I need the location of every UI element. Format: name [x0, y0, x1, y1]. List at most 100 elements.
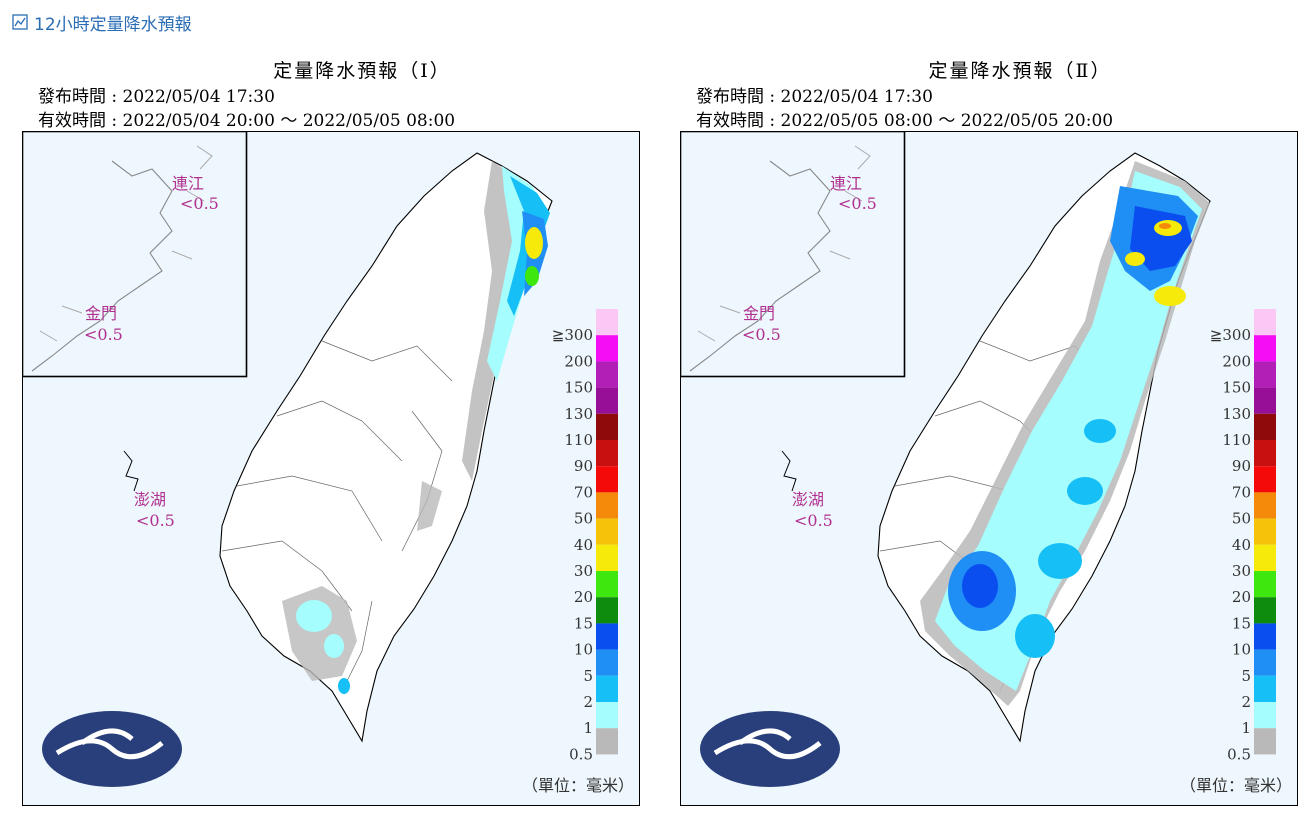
rainfall-shading [282, 161, 550, 694]
legend-tick-label: 5 [583, 667, 593, 685]
island-name-lienchiang: 連江 [172, 174, 204, 193]
forecast-panel-2: 定量降水預報（Ⅱ） 發布時間 : 2022/05/04 17:30 有效時間 :… [670, 56, 1308, 812]
legend-tick-label: 30 [574, 562, 593, 580]
legend-swatch [1254, 518, 1276, 545]
map-title: 定量降水預報（Ⅰ） [273, 60, 451, 82]
legend-tick-label: ≧300 [1210, 326, 1251, 344]
legend-tick-label: 0.5 [569, 745, 593, 763]
legend-swatch [1254, 702, 1276, 729]
china-coast [31, 160, 173, 372]
legend-swatch [1254, 649, 1276, 676]
cwb-logo [42, 711, 182, 787]
legend-tick-label: 90 [574, 457, 593, 475]
legend-swatch [596, 361, 618, 388]
legend-swatch [1254, 413, 1276, 440]
legend-tick-label: 5 [1241, 667, 1251, 685]
legend-tick-label: 0.5 [1227, 745, 1251, 763]
page-header: 12小時定量降水預報 [12, 10, 192, 35]
legend-tick-label: 20 [1232, 588, 1251, 606]
island-name-lienchiang: 連江 [830, 174, 862, 193]
legend-swatch [596, 702, 618, 729]
valid-time: 有效時間 : 2022/05/04 20:00 ～ 2022/05/05 08:… [38, 111, 456, 131]
page-title: 12小時定量降水預報 [34, 14, 192, 35]
rainfall-map: 連江 <0.5 金門 <0.5 澎湖 <0.5 [22, 131, 640, 806]
outlying-islands-inset [22, 131, 248, 378]
island-value-penghu: <0.5 [136, 511, 175, 530]
legend-tick-label: 110 [564, 431, 593, 449]
valid-time: 有效時間 : 2022/05/05 08:00 ～ 2022/05/05 20:… [696, 111, 1114, 131]
legend-swatch [596, 623, 618, 650]
island-value-kinmen: <0.5 [742, 325, 781, 344]
legend-swatch [1254, 675, 1276, 702]
legend-swatch [596, 492, 618, 519]
legend-swatch [1254, 387, 1276, 414]
legend-swatch [596, 675, 618, 702]
legend-swatch [1254, 597, 1276, 624]
island-name-kinmen: 金門 [85, 304, 117, 323]
legend-tick-label: 10 [1232, 641, 1251, 659]
legend-swatch [596, 728, 618, 755]
legend-swatch [1254, 492, 1276, 519]
legend-swatch [1254, 571, 1276, 598]
legend-swatch [1254, 544, 1276, 571]
penghu-outline [781, 450, 797, 492]
legend-tick-label: 2 [583, 693, 593, 711]
legend-swatch [596, 649, 618, 676]
rainfall-map: 連江 <0.5 金門 <0.5 澎湖 <0.5 [680, 131, 1298, 806]
island-value-penghu: <0.5 [794, 511, 833, 530]
legend-tick-label: 30 [1232, 562, 1251, 580]
island-value-lienchiang: <0.5 [180, 194, 219, 213]
legend-swatch [596, 440, 618, 467]
legend-swatch [596, 466, 618, 493]
rainfall-legend: ≧300 200 150 130 110 90 70 50 40 30 20 15 10 5 2 1 0.5 [552, 309, 618, 763]
unit-label: （單位：毫米） [522, 776, 634, 795]
legend-tick-label: 200 [1222, 352, 1251, 370]
legend-tick-label: 70 [574, 483, 593, 501]
legend-swatch [596, 518, 618, 545]
penghu-outline [123, 450, 139, 492]
legend-swatch [596, 597, 618, 624]
issue-time: 發布時間 : 2022/05/04 17:30 [696, 87, 933, 107]
legend-swatch [596, 335, 618, 362]
island-name-kinmen: 金門 [743, 304, 775, 323]
forecast-panel-1: 定量降水預報（Ⅰ） 發布時間 : 2022/05/04 17:30 有效時間 :… [12, 56, 652, 812]
legend-swatch [1254, 361, 1276, 388]
legend-swatch [1254, 309, 1276, 336]
legend-tick-label: 50 [574, 510, 593, 528]
legend-tick-label: 200 [564, 352, 593, 370]
legend-tick-label: 1 [1241, 719, 1251, 737]
legend-swatch [596, 544, 618, 571]
legend-tick-label: 1 [583, 719, 593, 737]
legend-tick-label: 130 [564, 405, 593, 423]
legend-swatch [596, 309, 618, 336]
legend-tick-label: 50 [1232, 510, 1251, 528]
legend-tick-label: 20 [574, 588, 593, 606]
legend-tick-label: 15 [1232, 614, 1251, 632]
outlying-islands-inset [680, 131, 906, 378]
legend-swatch [596, 387, 618, 414]
legend-tick-label: 40 [1232, 536, 1251, 554]
unit-label: （單位：毫米） [1180, 776, 1292, 795]
legend-tick-label: 2 [1241, 693, 1251, 711]
line-chart-icon [12, 14, 28, 30]
legend-tick-label: 130 [1222, 405, 1251, 423]
island-name-penghu: 澎湖 [134, 490, 166, 509]
legend-tick-label: 70 [1232, 483, 1251, 501]
legend-tick-label: 40 [574, 536, 593, 554]
rainfall-shading [920, 161, 1210, 706]
legend-tick-label: 150 [564, 379, 593, 397]
legend-tick-label: 110 [1222, 431, 1251, 449]
china-coast [689, 160, 831, 372]
island-value-kinmen: <0.5 [84, 325, 123, 344]
legend-swatch [1254, 728, 1276, 755]
legend-swatch [1254, 623, 1276, 650]
legend-tick-label: 15 [574, 614, 593, 632]
legend-swatch [1254, 335, 1276, 362]
legend-tick-label: ≧300 [552, 326, 593, 344]
legend-tick-label: 150 [1222, 379, 1251, 397]
legend-swatch [1254, 440, 1276, 467]
cwb-logo [700, 711, 840, 787]
map-title: 定量降水預報（Ⅱ） [928, 60, 1112, 82]
island-name-penghu: 澎湖 [792, 490, 824, 509]
issue-time: 發布時間 : 2022/05/04 17:30 [38, 87, 275, 107]
